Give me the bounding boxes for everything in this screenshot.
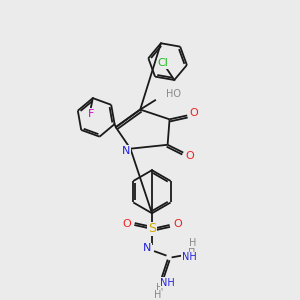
Text: O: O bbox=[173, 219, 182, 229]
Text: O: O bbox=[122, 219, 131, 229]
Text: H: H bbox=[154, 290, 161, 300]
Text: H: H bbox=[188, 245, 196, 255]
Text: Cl: Cl bbox=[157, 58, 168, 68]
Text: H: H bbox=[189, 238, 197, 248]
Text: HO: HO bbox=[166, 89, 181, 99]
Text: O: O bbox=[186, 151, 194, 160]
Text: N: N bbox=[122, 146, 131, 156]
Text: F: F bbox=[88, 109, 94, 119]
Text: S: S bbox=[148, 222, 156, 236]
Text: N: N bbox=[143, 244, 151, 254]
Text: NH: NH bbox=[160, 278, 175, 288]
Text: H: H bbox=[156, 283, 164, 292]
Text: NH: NH bbox=[182, 252, 196, 262]
Text: O: O bbox=[190, 109, 198, 118]
